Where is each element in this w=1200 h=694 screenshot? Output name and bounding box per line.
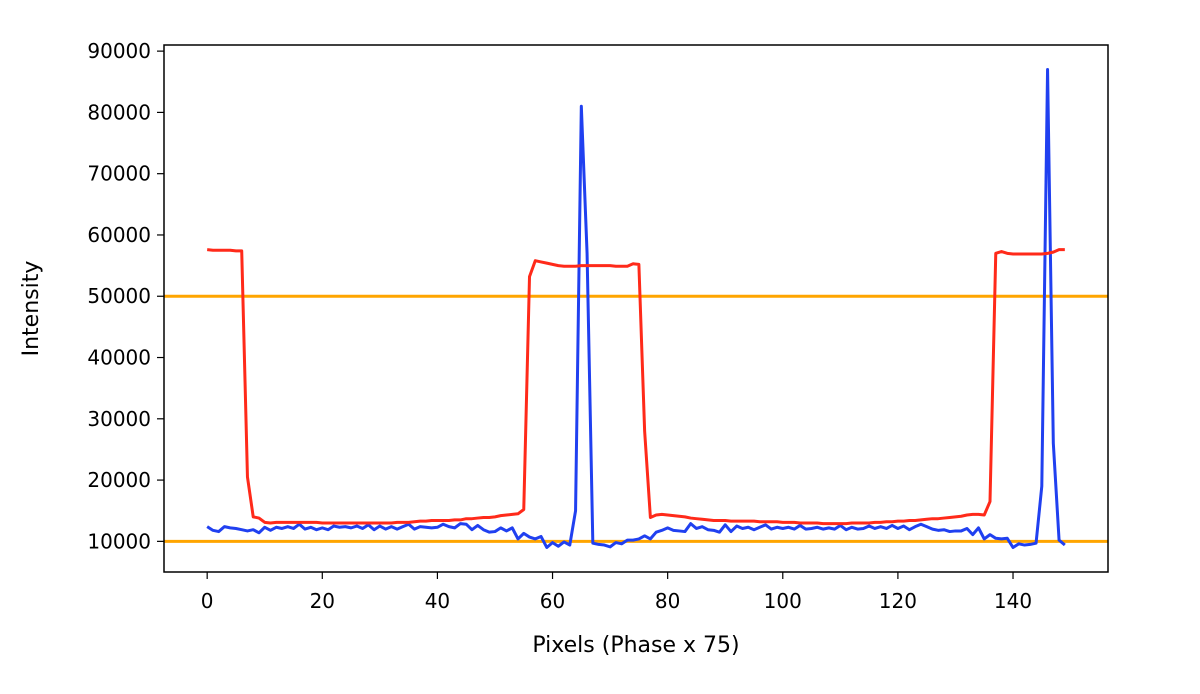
x-axis-label: Pixels (Phase x 75) bbox=[532, 633, 739, 658]
y-tick-label: 40000 bbox=[87, 346, 151, 370]
y-tick-label: 70000 bbox=[87, 162, 151, 186]
series-layer bbox=[206, 68, 1066, 549]
x-tick-label: 0 bbox=[201, 589, 214, 613]
x-axis-ticks: 0 20 40 60 80 100 120 140 bbox=[201, 572, 1032, 613]
y-axis-label: Intensity bbox=[19, 261, 44, 357]
x-tick-label: 140 bbox=[994, 589, 1032, 613]
x-tick-label: 60 bbox=[540, 589, 565, 613]
x-tick-label: 40 bbox=[425, 589, 450, 613]
y-tick-label: 50000 bbox=[87, 284, 151, 308]
y-axis-ticks: 10000 20000 30000 40000 50000 60000 70000 80000… bbox=[87, 39, 164, 553]
y-tick-label: 90000 bbox=[87, 39, 151, 63]
y-tick-label: 80000 bbox=[87, 100, 151, 124]
series-line-1 bbox=[207, 248, 1065, 526]
x-tick-label: 80 bbox=[655, 589, 680, 613]
x-tick-label: 100 bbox=[764, 589, 802, 613]
y-tick-label: 10000 bbox=[87, 529, 151, 553]
y-tick-label: 30000 bbox=[87, 407, 151, 431]
x-tick-label: 120 bbox=[879, 589, 917, 613]
y-tick-label: 20000 bbox=[87, 468, 151, 492]
plot-frame bbox=[163, 44, 1109, 573]
threshold-lines bbox=[164, 294, 1108, 543]
y-tick-label: 60000 bbox=[87, 223, 151, 247]
series-line-0 bbox=[206, 68, 1066, 549]
x-tick-label: 20 bbox=[310, 589, 335, 613]
